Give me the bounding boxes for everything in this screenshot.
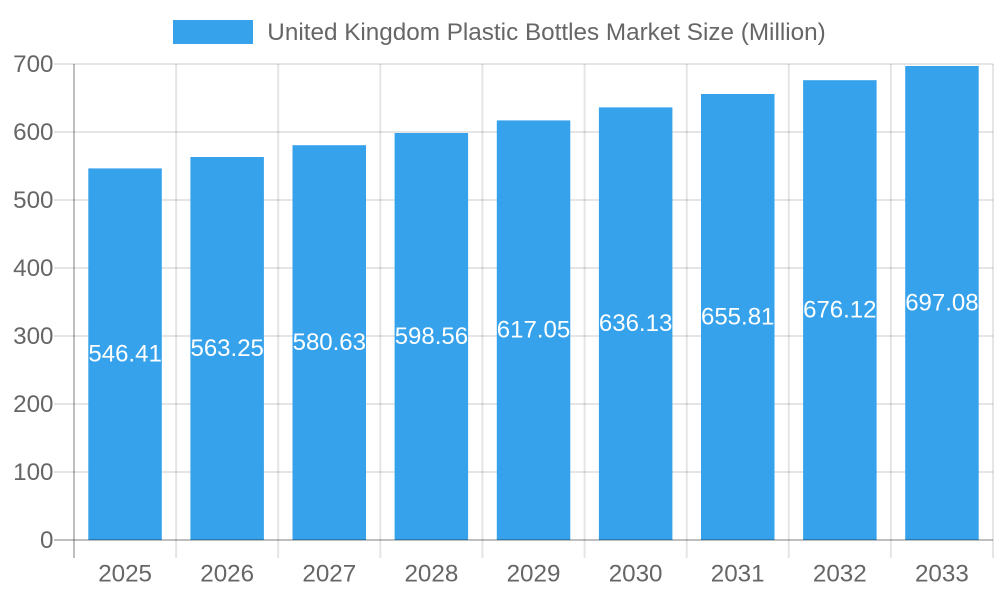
svg-text:2030: 2030 — [609, 561, 663, 588]
svg-text:United Kingdom Plastic Bottles: United Kingdom Plastic Bottles Market Si… — [267, 19, 825, 46]
svg-text:300: 300 — [13, 323, 53, 350]
svg-text:400: 400 — [13, 255, 53, 282]
svg-text:200: 200 — [13, 391, 53, 418]
svg-text:598.56: 598.56 — [395, 323, 468, 350]
svg-text:697.08: 697.08 — [905, 290, 978, 317]
svg-text:655.81: 655.81 — [701, 304, 774, 331]
svg-text:600: 600 — [13, 119, 53, 146]
svg-text:100: 100 — [13, 459, 53, 486]
svg-text:0: 0 — [40, 527, 53, 554]
svg-text:617.05: 617.05 — [497, 317, 570, 344]
svg-text:2026: 2026 — [200, 561, 254, 588]
svg-text:2029: 2029 — [507, 561, 561, 588]
svg-text:676.12: 676.12 — [803, 297, 876, 324]
svg-text:2031: 2031 — [711, 561, 765, 588]
svg-text:500: 500 — [13, 187, 53, 214]
svg-text:2027: 2027 — [302, 561, 356, 588]
svg-text:2025: 2025 — [98, 561, 152, 588]
svg-text:636.13: 636.13 — [599, 310, 672, 337]
svg-text:563.25: 563.25 — [190, 335, 263, 362]
svg-text:2028: 2028 — [404, 561, 458, 588]
svg-text:2033: 2033 — [915, 561, 969, 588]
svg-text:2032: 2032 — [813, 561, 867, 588]
svg-text:700: 700 — [13, 51, 53, 78]
svg-text:546.41: 546.41 — [88, 341, 161, 368]
svg-text:580.63: 580.63 — [293, 329, 366, 356]
